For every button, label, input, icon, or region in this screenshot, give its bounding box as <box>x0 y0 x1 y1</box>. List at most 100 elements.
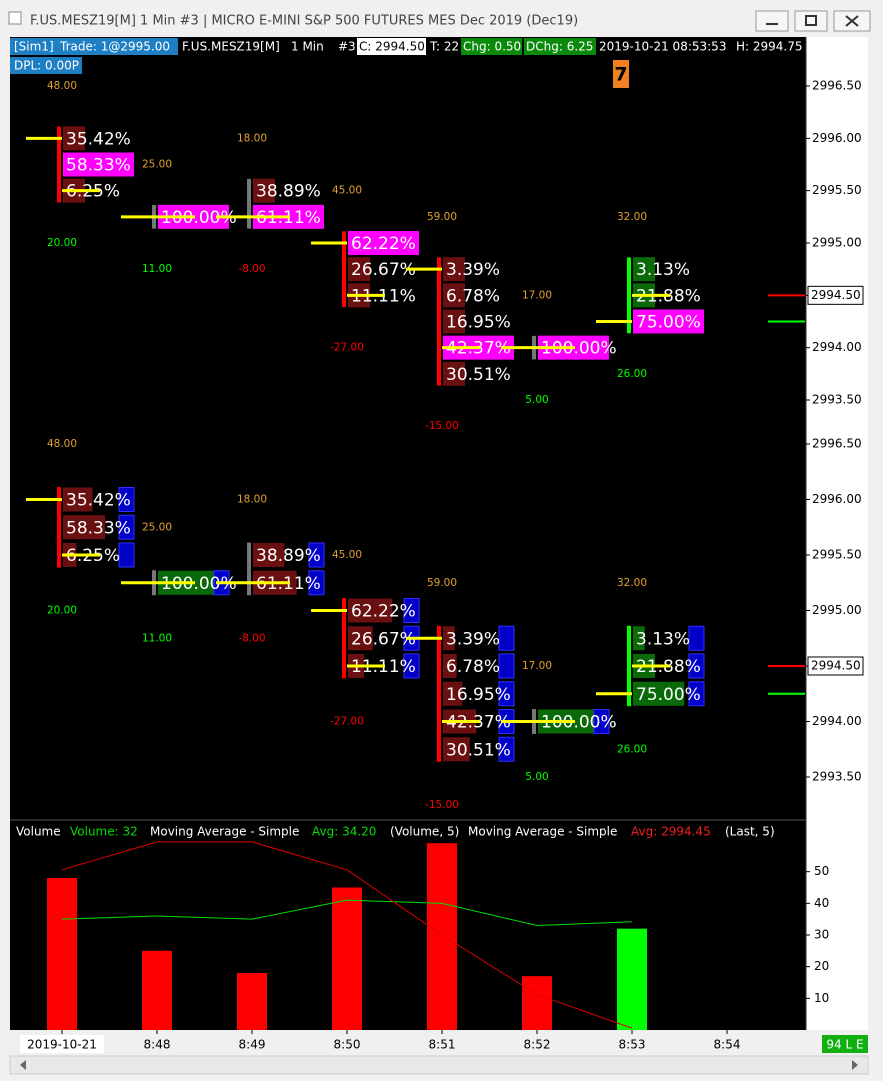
close-bg <box>357 38 426 55</box>
level-percent: 3.13% <box>636 260 690 280</box>
price-tick-label: 2993.50 <box>812 393 862 407</box>
ask-cell <box>498 653 515 679</box>
ask-cell <box>593 709 610 734</box>
level-percent: 35.42% <box>66 491 131 511</box>
time-label: 8:49 <box>239 1038 266 1052</box>
ma-line <box>61 841 633 1029</box>
price-tick-label: 2995.00 <box>812 603 862 617</box>
level-cell <box>633 626 645 651</box>
delta-label: 5.00 <box>525 771 548 783</box>
price-tick-label: 2994.00 <box>812 340 862 354</box>
price-axis-area <box>806 37 868 1030</box>
price-tick-label: 2994.00 <box>812 714 862 728</box>
time-label: 8:48 <box>144 1038 171 1052</box>
last-price-label: 2994.50 <box>811 659 861 673</box>
poc-cell <box>348 231 419 255</box>
dpl-bg <box>10 57 82 74</box>
ask-cell <box>308 570 325 596</box>
candle-wick <box>342 231 346 308</box>
poc-cell <box>633 309 704 334</box>
volume-bar <box>617 928 647 1030</box>
delta-label: -27.00 <box>330 342 364 354</box>
volume-label: 25.00 <box>142 159 172 171</box>
time-label: 2019-10-21 <box>27 1038 97 1052</box>
delta-label: -27.00 <box>330 716 364 728</box>
ask-cell <box>118 542 135 568</box>
candle-wick <box>437 625 441 762</box>
minimize-button[interactable] <box>755 10 789 32</box>
candle-wick <box>57 487 61 568</box>
volume-label: 17.00 <box>522 660 552 672</box>
window-title: F.US.MESZ19[M] 1 Min #3 | MICRO E-MINI S… <box>30 14 578 29</box>
delta-label: 11.00 <box>142 263 172 275</box>
ma1-name: Moving Average - Simple <box>150 825 299 839</box>
level-cell <box>443 361 465 386</box>
level-cell <box>443 309 465 334</box>
ask-cell <box>498 625 515 651</box>
level-cell <box>253 178 275 203</box>
ma1-params: (Volume, 5) <box>390 825 459 839</box>
horizontal-scrollbar[interactable] <box>9 1055 869 1075</box>
level-percent: 16.95% <box>446 313 511 333</box>
level-cell <box>443 257 465 282</box>
volume-bar <box>47 878 77 1030</box>
dpl: DPL: 0.00P <box>14 59 79 73</box>
account: [Sim1] <box>14 40 54 54</box>
volume-label: 59.00 <box>427 211 457 223</box>
time-label: 8:51 <box>429 1038 456 1052</box>
level-cell <box>348 598 393 623</box>
level-percent: 6.78% <box>446 286 500 306</box>
price-tick-label: 2996.50 <box>812 437 862 451</box>
level-cell <box>443 283 465 308</box>
candle-wick <box>437 257 441 386</box>
chart-area <box>10 37 806 1030</box>
volume-label: 45.00 <box>332 185 362 197</box>
level-cell <box>63 487 93 512</box>
badge-bg <box>613 60 629 88</box>
maximize-button[interactable] <box>794 10 828 32</box>
delta-label: -15.00 <box>425 799 459 811</box>
level-percent: 100.00% <box>541 339 617 359</box>
ask-cell <box>688 625 705 651</box>
ma2-params: (Last, 5) <box>725 825 775 839</box>
level-cell <box>633 681 685 706</box>
level-percent: 75.00% <box>636 313 701 333</box>
candle-wick <box>627 257 631 334</box>
delta-label: 5.00 <box>525 394 548 406</box>
level-percent: 38.89% <box>256 182 321 202</box>
level-percent: 100.00% <box>161 208 237 228</box>
ask-cell <box>308 542 325 568</box>
volume-title: Volume <box>16 825 61 839</box>
level-cell <box>253 543 285 567</box>
level-percent: 100.00% <box>541 713 617 733</box>
badge: 7 <box>614 64 627 86</box>
volume-tick-label: 30 <box>814 928 829 942</box>
price-tick-label: 2995.00 <box>812 236 862 250</box>
level-percent: 26.67% <box>351 260 416 280</box>
title-bar <box>0 0 883 36</box>
level-cell <box>443 626 455 651</box>
price-tick-label: 2996.50 <box>812 79 862 93</box>
ask-cell <box>118 487 135 512</box>
volume-label: 18.00 <box>237 494 267 506</box>
level-percent: 3.13% <box>636 629 690 649</box>
ma-line <box>61 899 633 927</box>
volume-label: 32.00 <box>617 577 647 589</box>
level-cell <box>63 126 85 151</box>
interval: 1 Min <box>291 40 324 54</box>
candle-wick <box>57 126 61 203</box>
day-change: DChg: 6.25 <box>526 40 593 54</box>
level-cell <box>443 737 470 762</box>
volume-label: 48.00 <box>47 80 77 92</box>
delta-label: -8.00 <box>238 632 265 644</box>
close-price: C: 2994.50 <box>359 40 425 54</box>
bar-number: #3 <box>338 40 356 54</box>
app-icon <box>8 11 22 25</box>
time-label: 8:54 <box>714 1038 741 1052</box>
level-percent: 3.39% <box>446 260 500 280</box>
level-cell <box>633 257 655 282</box>
level-percent: 30.51% <box>446 365 511 385</box>
symbol: F.US.MESZ19[M] <box>182 40 280 54</box>
volume-bar <box>142 950 172 1030</box>
